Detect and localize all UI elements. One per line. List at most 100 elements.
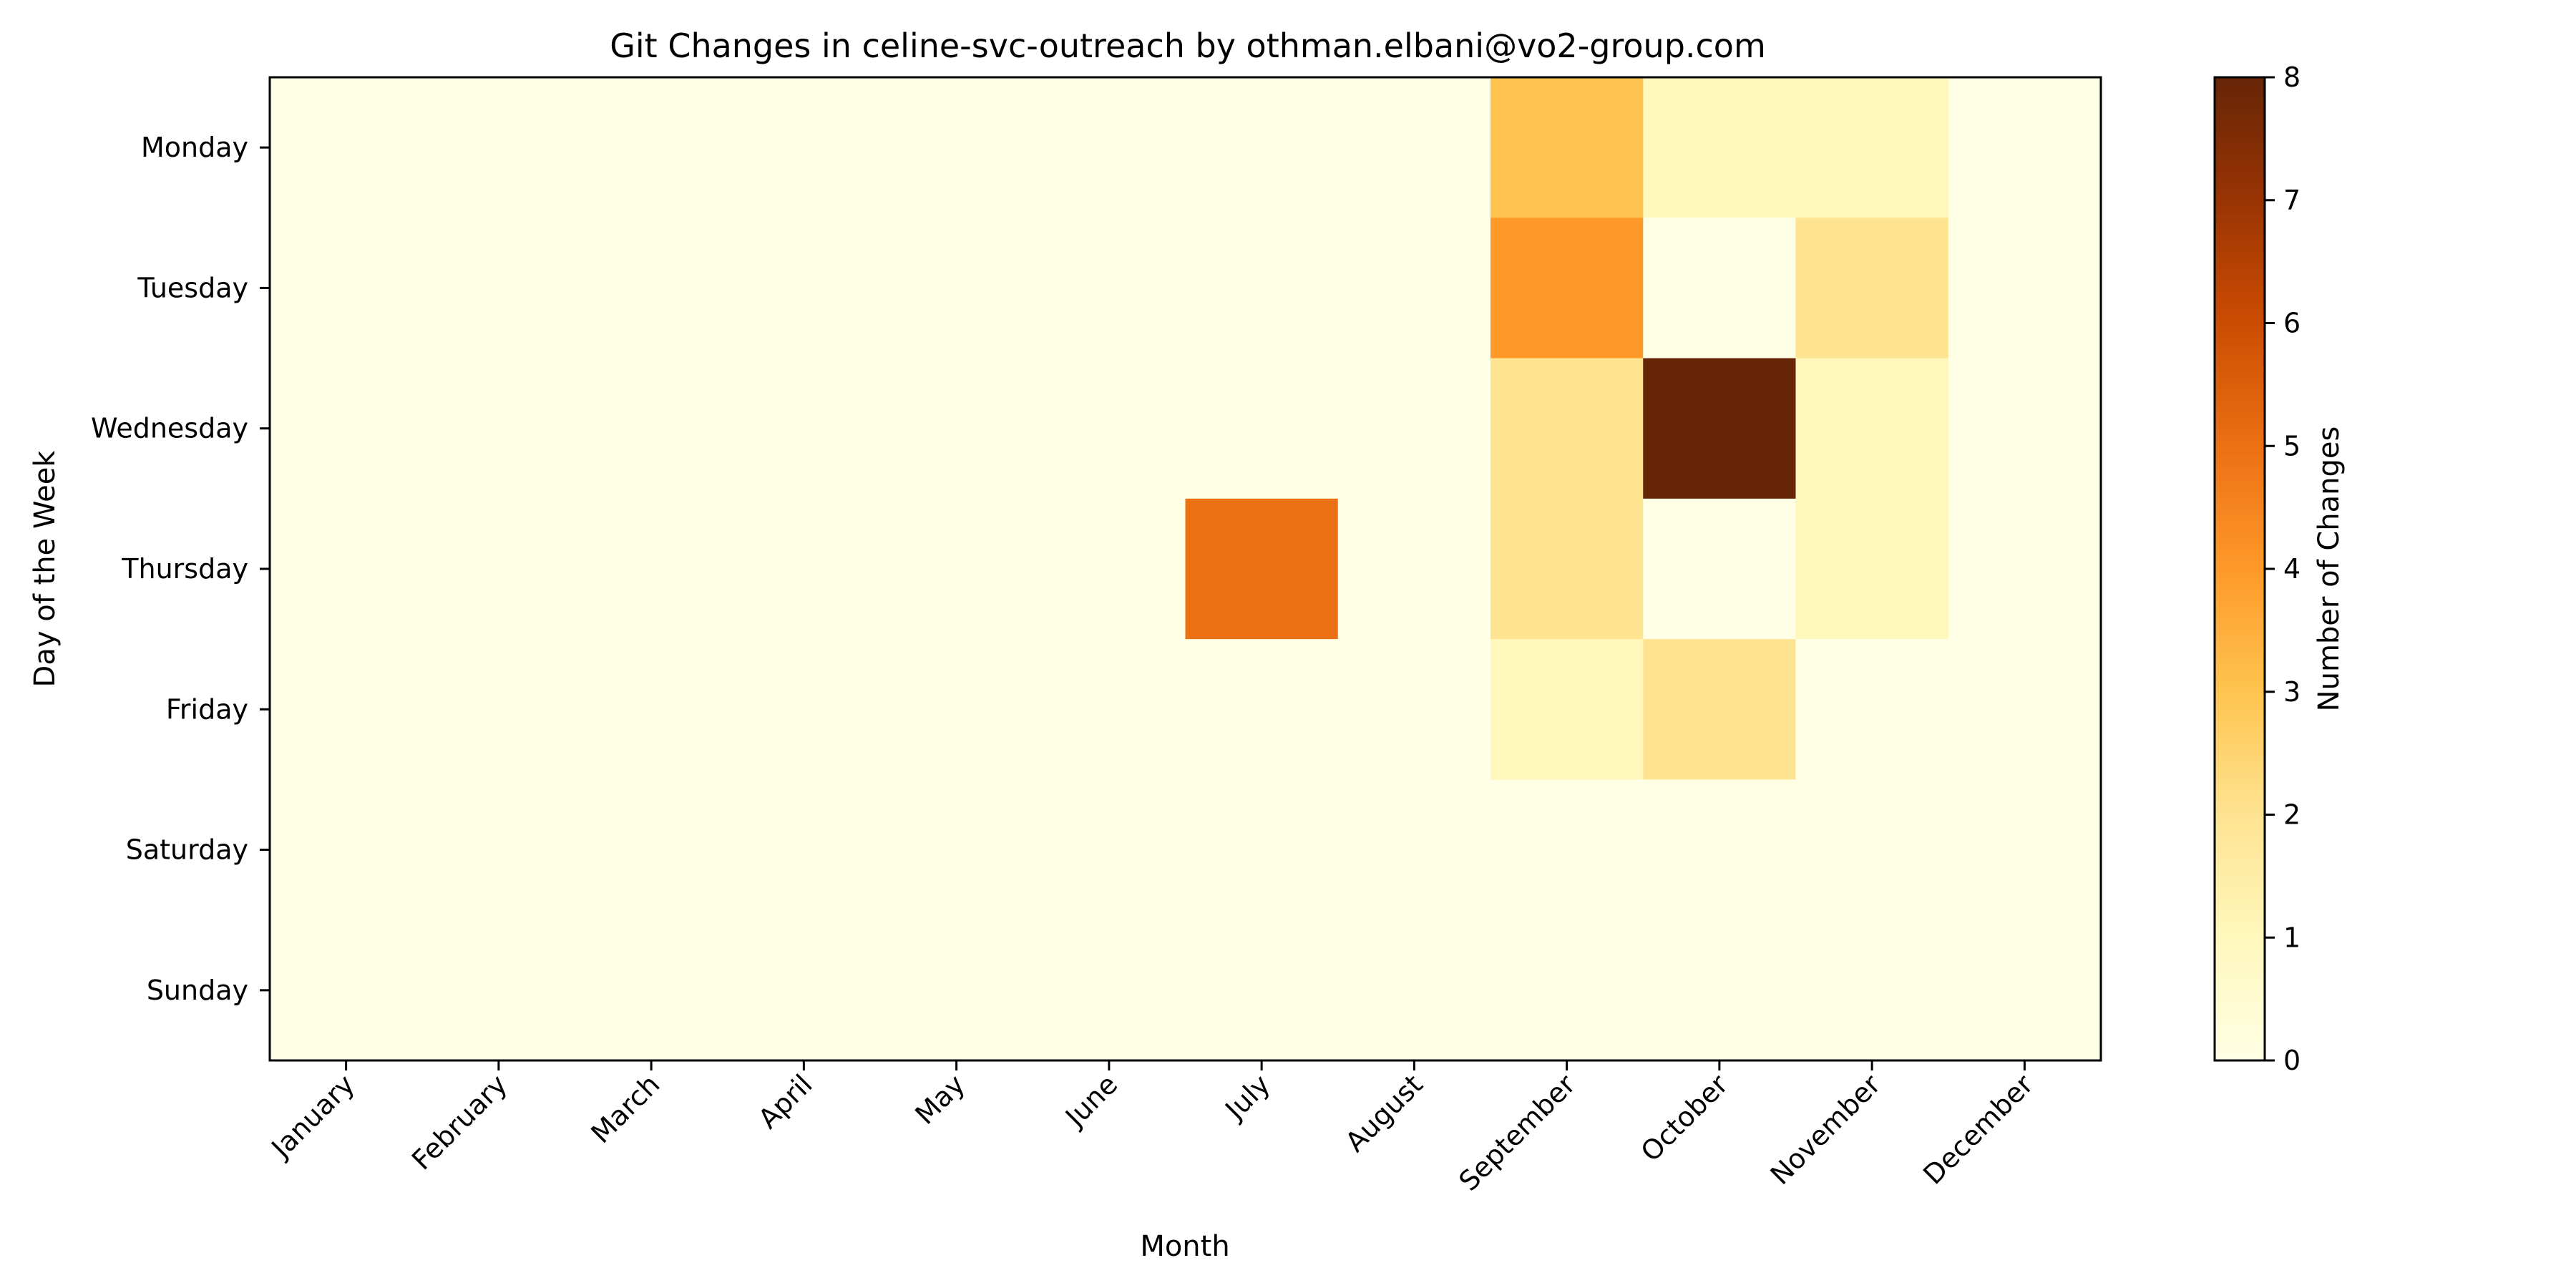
heatmap-cell [880,779,1033,921]
x-axis-ticks: January February March April May June July Augu… [265,1060,2039,1197]
heatmap-cell [727,498,881,640]
heatmap-cell [1033,358,1186,499]
heatmap-cell [1185,498,1339,640]
y-tick-label: Saturday [126,834,248,866]
y-tick-label: Friday [166,693,248,725]
heatmap-cell [1033,919,1186,1061]
heatmap-cell [880,358,1033,499]
heatmap-cell [422,639,576,781]
x-tick-label: October [1635,1068,1735,1168]
heatmap-cell [575,779,728,921]
colorbar-tick-label: 4 [2283,553,2301,585]
x-tick-label: December [1917,1068,2039,1191]
heatmap-cell [1337,639,1491,781]
heatmap-cell [1795,218,1949,359]
heatmap-cell [1643,77,1797,218]
heatmap-cell [880,498,1033,640]
heatmap-cell [727,358,881,499]
heatmap-cell [1033,77,1186,218]
heatmap-cell [1795,498,1949,640]
x-tick-label: June [1058,1068,1123,1133]
heatmap-cell [727,77,881,218]
heatmap-cell [1795,779,1949,921]
heatmap-cell [1795,358,1949,499]
heatmap-cell [422,919,576,1061]
heatmap-cell [1033,218,1186,359]
colorbar [2213,76,2266,1062]
heatmap-cell [1033,639,1186,781]
heatmap-cell [1337,919,1491,1061]
x-tick-label: March [585,1068,665,1149]
colorbar-tick-label: 8 [2283,62,2301,93]
heatmap-cell [270,498,423,640]
heatmap-cell [1185,779,1339,921]
heatmap-cell [575,919,728,1061]
heatmap-cell [270,358,423,499]
heatmap-cell [575,218,728,359]
y-tick-label: Tuesday [137,272,248,303]
heatmap-cell [1643,218,1797,359]
heatmap-cell [1795,919,1949,1061]
heatmap-cell [880,218,1033,359]
heatmap-cell [270,919,423,1061]
heatmap-cell [1185,218,1339,359]
heatmap-cell [1491,919,1644,1061]
heatmap-cell [1337,358,1491,499]
colorbar-tick-label: 7 [2283,185,2301,216]
heatmap-cell [1491,77,1644,218]
heatmap-cell [1643,358,1797,499]
heatmap-cell [1795,77,1949,218]
heatmap-cell [422,779,576,921]
heatmap-cell [1337,77,1491,218]
heatmap-cell [422,358,576,499]
heatmap-cell [1185,919,1339,1061]
colorbar-label: Number of Changes [2313,426,2346,712]
heatmap-cell [880,919,1033,1061]
heatmap-cell [270,218,423,359]
heatmap-cell [270,639,423,781]
heatmap-cell [727,919,881,1061]
x-tick-label: January [265,1068,361,1164]
colorbar-tick-label: 3 [2283,676,2301,708]
heatmap-cell [1948,498,2102,640]
heatmap-cell [575,639,728,781]
x-tick-label: November [1765,1068,1887,1191]
x-tick-label: July [1219,1068,1277,1126]
heatmap-cell [880,77,1033,218]
heatmap-cell [727,779,881,921]
x-tick-label: September [1453,1068,1581,1197]
heatmap-cell [422,498,576,640]
heatmap-cell [727,218,881,359]
heatmap-cell [1643,779,1797,921]
x-tick-label: April [752,1068,819,1135]
heatmap-cell [1033,779,1186,921]
heatmap-cell [1337,498,1491,640]
heatmap-cell [1491,498,1644,640]
y-tick-label: Monday [141,132,248,163]
y-tick-label: Thursday [121,553,248,585]
x-tick-label: August [1340,1068,1429,1158]
colorbar-tick-label: 5 [2283,430,2301,462]
heatmap-cell [1491,218,1644,359]
heatmap-cell [1491,358,1644,499]
x-tick-label: May [909,1068,971,1131]
heatmap-cell [270,77,423,218]
heatmap-cell [727,639,881,781]
colorbar-tick-label: 6 [2283,308,2301,339]
heatmap-cell [1185,77,1339,218]
heatmap-cell [1185,639,1339,781]
heatmap-cell [1948,779,2102,921]
heatmap-cell [1948,358,2102,499]
heatmap-cell [1948,77,2102,218]
heatmap-cell [1948,218,2102,359]
colorbar-tick-label: 1 [2283,922,2301,953]
heatmap-cell [1643,919,1797,1061]
x-axis-label: Month [1140,1230,1229,1263]
colorbar-ticks: 0 1 2 3 4 5 6 7 8 [2265,62,2301,1076]
heatmap-cell [422,218,576,359]
heatmap-cell [1033,498,1186,640]
y-axis-label: Day of the Week [29,450,62,688]
heatmap-cell [1337,779,1491,921]
heatmap-cell [575,358,728,499]
